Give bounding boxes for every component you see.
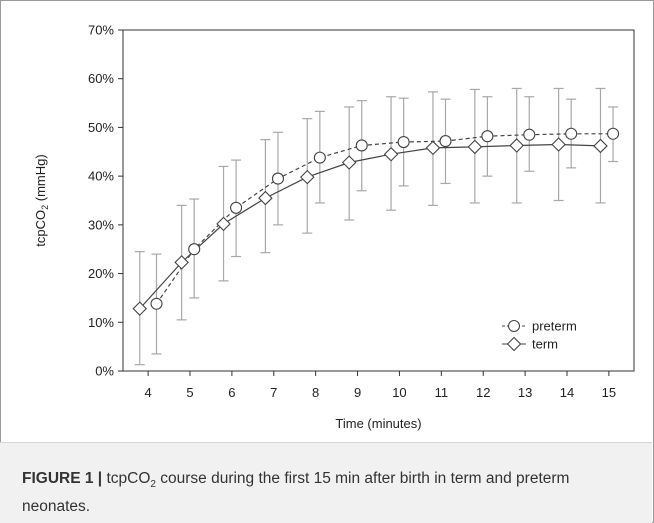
data-point-term (383, 146, 399, 162)
plot-border (122, 29, 635, 372)
x-tick-label: 15 (602, 385, 616, 400)
y-tick-label: 50% (88, 120, 114, 135)
markers (132, 127, 620, 316)
y-tick-label: 0% (95, 364, 114, 379)
figure-label: FIGURE 1 | (22, 470, 103, 487)
x-tick-label: 14 (560, 385, 574, 400)
x-tick-label: 8 (312, 385, 319, 400)
data-point-preterm (313, 151, 326, 164)
y-axis-label: tcpCO2 (mmHg) (33, 154, 50, 246)
data-point-term (132, 301, 148, 316)
y-tick-label: 60% (88, 71, 114, 86)
data-point-preterm (271, 172, 285, 185)
x-tick-label: 7 (270, 385, 277, 400)
data-point-term (467, 139, 483, 155)
x-axis-ticks: 4 5 6 7 8 9 10 11 12 13 14 15 (145, 371, 616, 400)
data-point-preterm (230, 201, 243, 214)
data-point-term (341, 155, 357, 170)
data-point-preterm (355, 139, 368, 152)
data-point-term (509, 138, 524, 153)
y-axis-ticks: 0% 10% 20% 30% 40% 50% 60% 70% (88, 23, 123, 379)
series-line-term (139, 143, 601, 310)
data-point-preterm (607, 127, 620, 140)
x-tick-label: 5 (186, 385, 193, 400)
data-point-preterm (481, 130, 494, 143)
axes (122, 29, 635, 372)
data-point-term (174, 255, 189, 270)
x-tick-label: 10 (392, 385, 406, 400)
legend: preterm term (502, 319, 577, 352)
legend-label-term: term (532, 337, 558, 352)
data-point-preterm (150, 297, 163, 310)
data-point-preterm (565, 127, 578, 140)
data-point-term (593, 138, 608, 154)
data-point-preterm (523, 128, 536, 141)
data-point-preterm (397, 135, 410, 149)
legend-label-preterm: preterm (532, 319, 577, 334)
x-tick-label: 11 (435, 385, 449, 400)
x-tick-label: 12 (476, 385, 490, 400)
series-lines (139, 133, 614, 310)
data-point-term (425, 140, 441, 156)
y-tick-label: 40% (88, 169, 114, 184)
y-tick-label: 30% (88, 217, 114, 232)
chart: 4 5 6 7 8 9 10 11 12 13 14 15 0% 10% 20% 30% 40% 50% 60% 7… (33, 23, 635, 431)
x-tick-label: 6 (228, 385, 235, 400)
caption-box (0, 442, 652, 523)
x-tick-label: 9 (354, 385, 361, 400)
series-line-preterm (156, 133, 614, 305)
data-point-term (258, 190, 273, 206)
data-point-preterm (439, 135, 452, 148)
y-tick-label: 10% (88, 315, 114, 330)
data-point-preterm (188, 243, 201, 256)
y-tick-label: 70% (88, 23, 114, 38)
x-tick-label: 13 (518, 385, 532, 400)
figure-caption: FIGURE 1 | tcpCO2 course during the firs… (22, 470, 570, 516)
y-tick-label: 20% (88, 266, 114, 281)
data-point-term (300, 169, 315, 185)
x-axis-label: Time (minutes) (335, 416, 421, 431)
legend-marker-term (506, 336, 522, 352)
data-point-term (551, 137, 566, 152)
legend-marker-preterm (507, 319, 521, 333)
data-point-term (216, 216, 231, 232)
x-tick-label: 4 (145, 385, 152, 400)
